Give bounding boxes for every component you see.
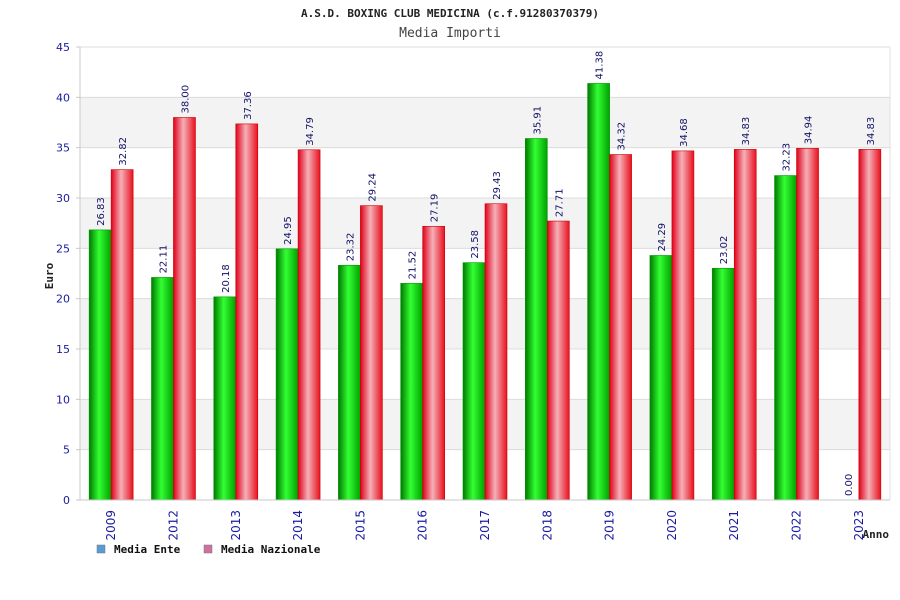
y-tick-label: 25 xyxy=(56,242,70,255)
x-tick-label: 2019 xyxy=(603,510,617,541)
x-tick-label: 2017 xyxy=(478,510,492,541)
bar-media-nazionale xyxy=(297,149,321,501)
bar-media-ente xyxy=(275,248,299,501)
bar-media-nazionale xyxy=(858,149,882,501)
y-tick-label: 20 xyxy=(56,293,70,306)
x-tick-label: 2022 xyxy=(790,510,804,541)
bar-media-nazionale xyxy=(422,225,445,501)
bar-media-ente xyxy=(338,264,361,501)
y-tick-label: 5 xyxy=(63,444,70,457)
chart-title: A.S.D. BOXING CLUB MEDICINA (c.f.9128037… xyxy=(301,7,599,20)
y-tick-labels: 0 5 10 15 20 25 30 35 40 45 xyxy=(56,41,80,507)
x-tick-label: 2016 xyxy=(416,510,430,541)
data-label: 21.52 xyxy=(408,251,419,280)
data-label: 29.24 xyxy=(367,173,378,202)
data-label: 23.02 xyxy=(719,236,730,265)
data-label: 23.58 xyxy=(470,230,481,259)
y-tick-label: 40 xyxy=(56,91,70,104)
bar-media-ente xyxy=(587,83,610,501)
data-label: 34.83 xyxy=(866,117,877,146)
data-label: 37.36 xyxy=(243,91,254,120)
data-label: 23.32 xyxy=(345,233,356,262)
x-axis-title: Anno xyxy=(863,528,890,541)
data-label: 34.94 xyxy=(804,116,815,145)
y-tick-label: 0 xyxy=(63,494,70,507)
data-label: 27.71 xyxy=(554,188,565,217)
bar-media-nazionale xyxy=(235,123,259,501)
data-label: 34.68 xyxy=(679,118,690,147)
bar-media-ente xyxy=(774,175,797,501)
plot-band xyxy=(80,47,890,98)
data-label: 38.00 xyxy=(180,85,191,114)
data-label: 24.95 xyxy=(283,216,294,245)
chart-subtitle: Media Importi xyxy=(399,26,501,41)
bars xyxy=(88,83,882,501)
data-label: 41.38 xyxy=(595,51,606,80)
bar-media-nazionale xyxy=(173,117,196,501)
bar-media-ente xyxy=(462,262,486,501)
plot-band xyxy=(80,147,890,198)
data-label: 26.83 xyxy=(96,197,107,226)
data-label: 0.00 xyxy=(844,474,855,496)
bar-media-nazionale xyxy=(547,220,570,501)
data-label: 34.32 xyxy=(617,122,628,151)
bar-media-ente xyxy=(649,255,673,501)
x-tick-labels: 2009 2012 2013 2014 2015 2016 2017 2018 2019 2020… xyxy=(104,510,866,541)
data-label: 32.23 xyxy=(782,143,793,172)
bar-media-ente xyxy=(400,283,423,501)
data-label: 32.82 xyxy=(118,137,129,166)
bar-media-ente xyxy=(525,138,548,501)
x-tick-label: 2009 xyxy=(104,510,118,541)
bar-media-ente xyxy=(88,229,112,501)
legend: Media Ente Media Nazionale xyxy=(96,543,321,556)
data-label: 24.29 xyxy=(657,223,668,252)
plot-band xyxy=(80,97,890,148)
bar-media-nazionale xyxy=(609,154,632,501)
axes xyxy=(79,47,891,501)
bar-media-ente xyxy=(213,296,237,501)
bar-media-ente xyxy=(711,267,735,501)
data-label: 35.91 xyxy=(532,106,543,135)
data-label: 27.19 xyxy=(430,194,441,223)
bar-media-ente xyxy=(151,277,174,501)
legend-swatch xyxy=(203,544,213,554)
legend-label: Media Nazionale xyxy=(221,543,321,556)
data-label: 22.11 xyxy=(158,245,169,274)
legend-swatch xyxy=(96,544,106,554)
data-label: 34.79 xyxy=(305,117,316,146)
bar-media-nazionale xyxy=(733,149,757,501)
bar-media-nazionale xyxy=(484,203,508,501)
bar-media-nazionale xyxy=(360,205,383,501)
x-tick-label: 2021 xyxy=(727,510,741,541)
y-tick-label: 35 xyxy=(56,142,70,155)
y-tick-label: 10 xyxy=(56,393,70,406)
legend-label: Media Ente xyxy=(114,543,181,556)
data-label: 34.83 xyxy=(741,117,752,146)
x-tick-label: 2018 xyxy=(540,510,554,541)
x-tick-label: 2013 xyxy=(229,510,243,541)
bar-media-nazionale xyxy=(110,169,134,501)
y-tick-label: 30 xyxy=(56,192,70,205)
x-tick-label: 2014 xyxy=(291,510,305,541)
y-tick-label: 45 xyxy=(56,41,70,54)
data-label: 20.18 xyxy=(221,264,232,293)
bar-media-nazionale xyxy=(796,147,819,501)
data-label: 29.43 xyxy=(492,171,503,200)
bar-media-nazionale xyxy=(671,150,695,501)
x-tick-label: 2015 xyxy=(353,510,367,541)
x-tick-label: 2023 xyxy=(852,510,866,541)
x-tick-label: 2012 xyxy=(166,510,180,541)
y-tick-label: 15 xyxy=(56,343,70,356)
y-axis-title: Euro xyxy=(43,262,56,289)
x-tick-label: 2020 xyxy=(665,510,679,541)
data-labels: 26.83 32.82 22.11 38.00 20.18 37.36 24.95 34.79… xyxy=(96,51,877,496)
